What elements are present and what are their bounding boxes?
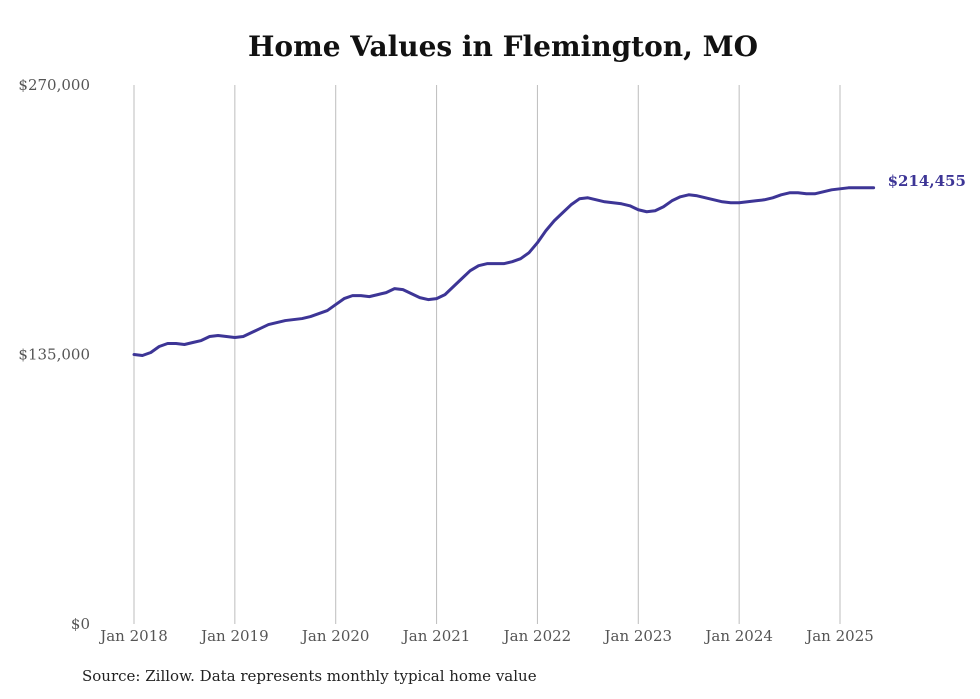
x-axis-tick-labels: Jan 2018 Jan 2019 Jan 2020 Jan 2021 Jan 2022… bbox=[98, 627, 874, 645]
source-note: Source: Zillow. Data represents monthly … bbox=[82, 667, 537, 685]
y-tick-label: $135,000 bbox=[18, 346, 90, 364]
x-tick-label: Jan 2023 bbox=[603, 627, 673, 645]
x-tick-label: Jan 2022 bbox=[502, 627, 572, 645]
end-value-label: $214,455 bbox=[888, 172, 966, 190]
gridlines bbox=[133, 85, 841, 624]
x-tick-label: Jan 2020 bbox=[300, 627, 370, 645]
chart-title: Home Values in Flemington, MO bbox=[247, 30, 759, 63]
y-tick-label: $0 bbox=[71, 615, 90, 633]
x-tick-label: Jan 2018 bbox=[98, 627, 168, 645]
y-axis-tick-labels: $0 $135,000 $270,000 bbox=[18, 76, 90, 633]
series-line-home-value bbox=[132, 186, 876, 357]
x-tick-label: Jan 2021 bbox=[401, 627, 471, 645]
x-tick-label: Jan 2024 bbox=[703, 627, 773, 645]
x-tick-label: Jan 2019 bbox=[199, 627, 269, 645]
x-tick-label: Jan 2025 bbox=[804, 627, 874, 645]
y-tick-label: $270,000 bbox=[18, 76, 90, 94]
